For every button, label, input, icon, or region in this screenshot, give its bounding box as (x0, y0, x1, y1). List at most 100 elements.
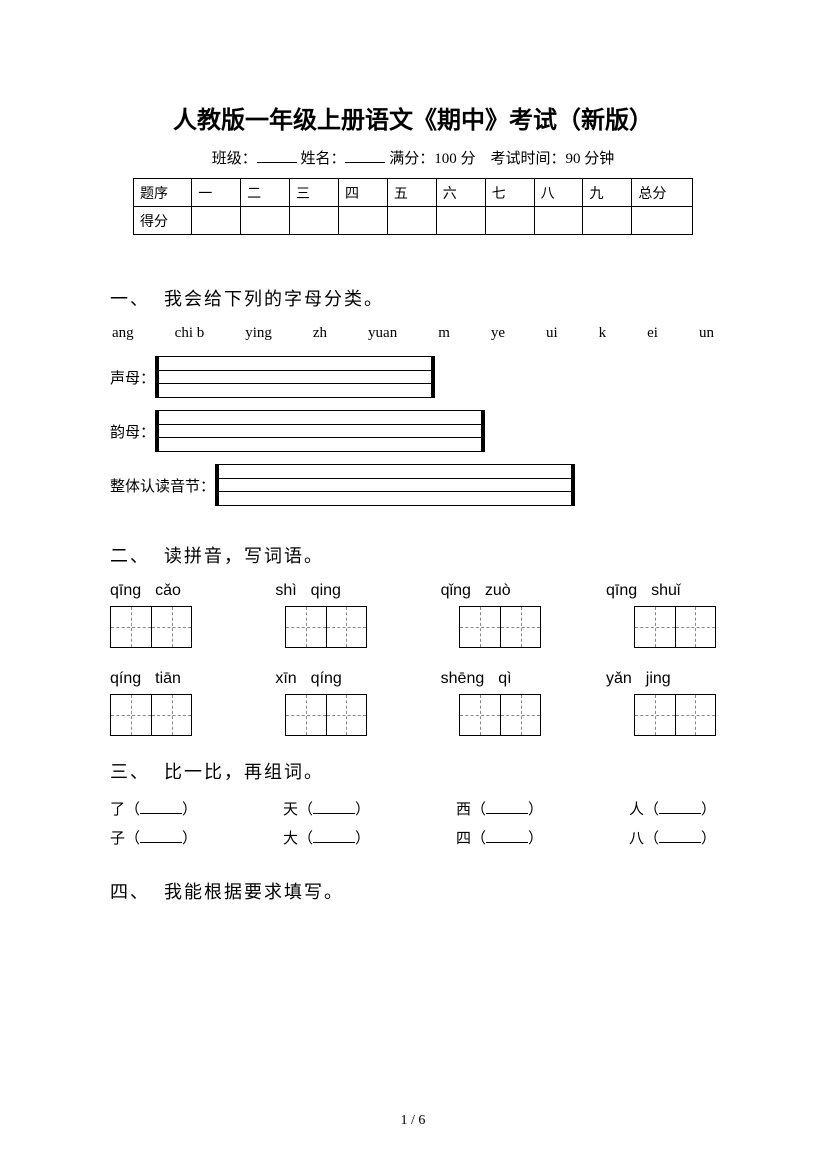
pinyin-item: ye (491, 325, 505, 342)
score-cell[interactable] (290, 207, 339, 235)
class-label: 班级： (212, 151, 257, 167)
col-3: 三 (290, 179, 339, 207)
blank[interactable] (486, 831, 528, 843)
section3-num: 三、 (110, 762, 150, 782)
score-cell[interactable] (338, 207, 387, 235)
col-1: 一 (192, 179, 241, 207)
page-number: 1 / 6 (0, 1113, 826, 1129)
syl: qíng (311, 670, 342, 688)
zhengti-box[interactable] (215, 464, 575, 506)
yunmu-box[interactable] (155, 410, 485, 452)
syl: qīng (110, 582, 141, 600)
syl: jing (646, 670, 671, 688)
yunmu-label: 韵母： (110, 421, 155, 442)
blank[interactable] (140, 831, 182, 843)
col-6: 六 (436, 179, 485, 207)
char-pair[interactable] (285, 606, 367, 648)
section4-num: 四、 (110, 882, 150, 902)
score-cell[interactable] (387, 207, 436, 235)
col-9: 九 (583, 179, 632, 207)
syl: tiān (155, 670, 181, 688)
blank[interactable] (486, 802, 528, 814)
blank[interactable] (140, 802, 182, 814)
pinyin-item: k (599, 325, 607, 342)
compare-item: 天（） (283, 798, 370, 819)
blank[interactable] (659, 831, 701, 843)
section4-heading: 四、我能根据要求填写。 (110, 878, 716, 904)
pinyin-item: chi b (175, 325, 205, 342)
pinyin-word: shēngqì (441, 670, 551, 688)
pinyin-item: ying (245, 325, 272, 342)
name-blank[interactable] (345, 149, 385, 163)
score-label: 得分 (134, 207, 192, 235)
syl: zuò (485, 582, 511, 600)
syl: xīn (275, 670, 296, 688)
pinyin-item: ei (647, 325, 658, 342)
syl: qíng (110, 670, 141, 688)
compare-row-2: 子（） 大（） 四（） 八（） (110, 827, 716, 848)
pinyin-item: yuan (368, 325, 397, 342)
shengmu-row: 声母： (110, 356, 716, 398)
syl: shuǐ (651, 582, 680, 600)
score-cell[interactable] (436, 207, 485, 235)
pinyin-word: qíng tiān (110, 670, 220, 688)
char-pair[interactable] (634, 606, 716, 648)
pinyin-item: zh (313, 325, 327, 342)
section1-text: 我会给下列的字母分类。 (164, 289, 384, 309)
pinyin-item: un (699, 325, 714, 342)
section3-text: 比一比，再组词。 (164, 762, 324, 782)
blank[interactable] (659, 802, 701, 814)
char-pair[interactable] (459, 694, 541, 736)
char-pair[interactable] (634, 694, 716, 736)
pinyin-row-1: qīngcǎo shìqing qǐngzuò qīngshuǐ (110, 582, 716, 600)
meta-line: 班级： 姓名： 满分：100 分 考试时间：90 分钟 (110, 147, 716, 168)
zhengti-row: 整体认读音节： (110, 464, 716, 506)
score-cell[interactable] (485, 207, 534, 235)
char-pair[interactable] (110, 606, 192, 648)
pinyin-item: ang (112, 325, 134, 342)
char: 四 (456, 827, 471, 848)
name-label: 姓名： (300, 151, 345, 167)
col-total: 总分 (632, 179, 693, 207)
section2-text: 读拼音，写词语。 (164, 546, 324, 566)
time-value: 90 分钟 (566, 151, 615, 167)
compare-item: 八（） (629, 827, 716, 848)
compare-item: 了（） (110, 798, 197, 819)
header-label: 题序 (134, 179, 192, 207)
compare-item: 人（） (629, 798, 716, 819)
char: 人 (629, 798, 644, 819)
char: 大 (283, 827, 298, 848)
shengmu-box[interactable] (155, 356, 435, 398)
char-pair[interactable] (110, 694, 192, 736)
score-cell[interactable] (583, 207, 632, 235)
char-boxes-row-1 (110, 606, 716, 648)
syl: shì (275, 582, 296, 600)
class-blank[interactable] (257, 149, 297, 163)
char-pair[interactable] (285, 694, 367, 736)
pinyin-row-2: qíngtiān xīnqíng shēngqì yǎnjing (110, 670, 716, 688)
score-cell[interactable] (241, 207, 290, 235)
char: 西 (456, 798, 471, 819)
col-5: 五 (387, 179, 436, 207)
compare-item: 大（） (283, 827, 370, 848)
col-2: 二 (241, 179, 290, 207)
syl: qīng (606, 582, 637, 600)
score-cell[interactable] (534, 207, 583, 235)
syl: yǎn (606, 670, 632, 688)
blank[interactable] (313, 831, 355, 843)
blank[interactable] (313, 802, 355, 814)
col-7: 七 (485, 179, 534, 207)
syl: qing (311, 582, 341, 600)
pinyin-word: xīnqíng (275, 670, 385, 688)
pinyin-letter-list: ang chi b ying zh yuan m ye ui k ei un (110, 325, 716, 342)
score-cell[interactable] (632, 207, 693, 235)
time-label: 考试时间： (491, 151, 566, 167)
shengmu-label: 声母： (110, 367, 155, 388)
pinyin-item: ui (546, 325, 558, 342)
score-cell[interactable] (192, 207, 241, 235)
char: 子 (110, 827, 125, 848)
compare-item: 四（） (456, 827, 543, 848)
char-pair[interactable] (459, 606, 541, 648)
syl: qì (498, 670, 511, 688)
char-boxes-row-2 (110, 694, 716, 736)
